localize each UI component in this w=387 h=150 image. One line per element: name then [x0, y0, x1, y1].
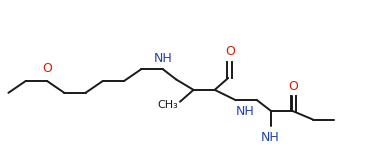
- Text: CH₃: CH₃: [158, 100, 178, 110]
- Text: O: O: [42, 62, 52, 75]
- Text: NH: NH: [236, 105, 255, 118]
- Text: O: O: [288, 80, 298, 93]
- Text: NH: NH: [153, 52, 172, 65]
- Text: NH: NH: [261, 131, 280, 144]
- Text: O: O: [225, 45, 235, 58]
